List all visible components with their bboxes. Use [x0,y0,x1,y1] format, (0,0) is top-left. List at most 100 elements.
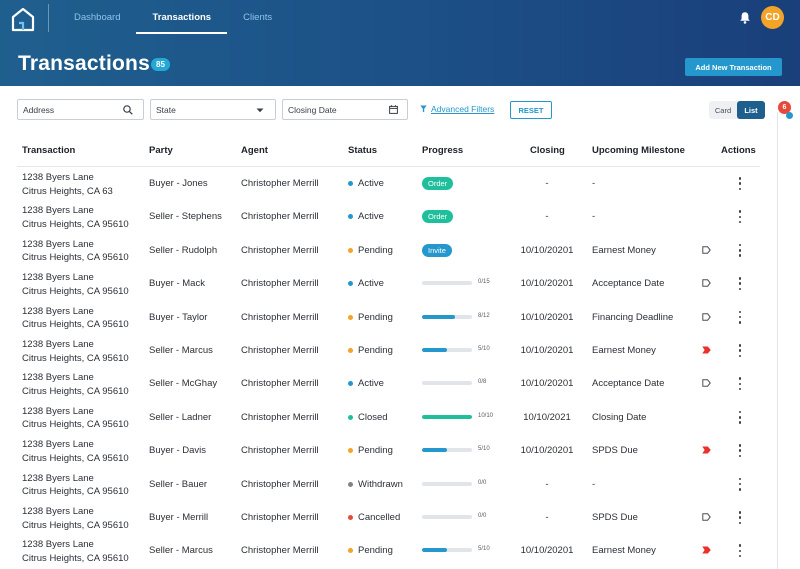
table-row[interactable]: 1238 Byers Lane Citrus Heights, CA 95610 S… [0,200,770,233]
status-cell: Closed [348,412,388,423]
milestone-flag-outline-icon[interactable] [702,513,711,521]
row-actions-kebab-icon[interactable] [738,511,742,524]
progress-pill[interactable]: Order [422,177,454,190]
transaction-address[interactable]: 1238 Byers Lane Citrus Heights, CA 95610 [22,204,129,231]
table-row[interactable]: 1238 Byers Lane Citrus Heights, CA 95610 S… [0,534,770,567]
transaction-address[interactable]: 1238 Byers Lane Citrus Heights, CA 95610 [22,271,129,298]
closing-date: 10/10/20201 [520,445,574,457]
milestone-flag-outline-icon[interactable] [702,246,711,254]
status-dot [348,448,353,454]
progress-pill[interactable]: Invite [422,243,452,257]
table-row[interactable]: 1238 Byers Lane Citrus Heights, CA 95610 S… [0,468,770,501]
table-row[interactable]: 1238 Byers Lane Citrus Heights, CA 95610 B… [0,267,770,300]
closing-date: - [545,478,549,490]
progress-bar [422,448,472,453]
row-actions-kebab-icon[interactable] [738,177,742,190]
agent-cell: Christopher Merrill [241,378,319,390]
transaction-address[interactable]: 1238 Byers Lane Citrus Heights, CA 95610 [22,405,129,432]
advanced-filters-link[interactable]: Advanced Filters [420,104,494,114]
milestone-flag-outline-icon[interactable] [702,279,711,287]
address-search-input[interactable]: Address [17,99,144,120]
reset-button[interactable]: RESET [510,101,552,119]
status-cell: Pending [348,312,393,323]
transaction-address[interactable]: 1238 Byers Lane Citrus Heights, CA 95610 [22,338,129,365]
transaction-address[interactable]: 1238 Byers Lane Citrus Heights, CA 95610 [22,305,129,332]
nav-tab-clients[interactable]: Clients [243,12,273,23]
column-header-status[interactable]: Status [348,145,378,156]
table-row[interactable]: 1238 Byers Lane Citrus Heights, CA 95610 B… [0,501,770,534]
status-cell: Pending [348,245,393,256]
column-header-closing[interactable]: Closing [530,145,565,156]
bell-icon[interactable] [739,11,751,24]
progress-pill[interactable]: Order [422,210,454,224]
milestone-flag-outline-icon[interactable] [702,312,711,321]
state-select[interactable]: State [150,99,276,120]
view-list-button[interactable]: List [737,101,765,119]
add-new-transaction-button[interactable]: Add New Transaction [685,58,782,76]
house-logo-icon[interactable] [10,6,36,32]
row-actions-kebab-icon[interactable] [738,243,742,257]
milestone-cell: - [592,211,596,223]
column-header-agent[interactable]: Agent [241,145,268,156]
row-actions-kebab-icon[interactable] [738,444,742,458]
milestone-flag-alert-icon[interactable] [702,546,711,554]
transaction-address[interactable]: 1238 Byers Lane Citrus Heights, CA 95610 [22,438,129,465]
transaction-address[interactable]: 1238 Byers Lane Citrus Heights, CA 95610 [22,371,129,398]
table-row[interactable]: 1238 Byers Lane Citrus Heights, CA 95610 B… [0,301,770,334]
milestone-cell: SPDS Due [592,512,638,523]
column-header-transaction[interactable]: Transaction [22,145,76,156]
progress-bar-fill [422,448,447,453]
table-row[interactable]: 1238 Byers Lane Citrus Heights, CA 95610 S… [0,234,770,267]
column-header-progress[interactable]: Progress [422,145,464,156]
milestone-cell: Acceptance Date [592,278,665,290]
progress-bar-fill [422,414,472,419]
address-line-1: 1238 Byers Lane [22,305,94,317]
progress-count: 0/8 [478,379,487,386]
milestone-flag-outline-icon[interactable] [702,379,711,388]
view-card-button[interactable]: Card [714,105,732,115]
closing-date: - [545,178,549,189]
milestone-flag-alert-icon[interactable] [702,346,711,354]
closing-date-label: Closing Date [288,104,337,115]
row-actions-kebab-icon[interactable] [738,277,742,291]
row-actions-kebab-icon[interactable] [738,377,742,391]
table-row[interactable]: 1238 Byers Lane Citrus Heights, CA 95610 S… [0,401,770,434]
row-actions-kebab-icon[interactable] [738,544,742,558]
address-line-1: 1238 Byers Lane [22,506,94,517]
nav-tab-transactions[interactable]: Transactions [136,0,227,34]
table-row[interactable]: 1238 Byers Lane Citrus Heights, CA 95610 S… [0,367,770,400]
address-line-1: 1238 Byers Lane [22,472,94,484]
transaction-address[interactable]: 1238 Byers Lane Citrus Heights, CA 95610 [22,538,129,565]
row-actions-kebab-icon[interactable] [738,410,742,424]
table-row[interactable]: 1238 Byers Lane Citrus Heights, CA 95610 S… [0,334,770,367]
row-actions-kebab-icon[interactable] [738,310,742,324]
transaction-address[interactable]: 1238 Byers Lane Citrus Heights, CA 95610 [22,472,129,499]
column-header-party[interactable]: Party [149,145,173,156]
notification-count-badge[interactable]: 6 [778,101,791,114]
agent-cell: Christopher Merrill [241,178,319,189]
row-actions-kebab-icon[interactable] [738,477,742,491]
nav-tab-dashboard[interactable]: Dashboard [74,12,121,23]
closing-date: - [545,211,549,223]
transaction-address[interactable]: 1238 Byers Lane Citrus Heights, CA 63 [22,171,113,198]
progress-bar [422,515,472,519]
agent-cell: Christopher Merrill [241,411,319,423]
milestone-cell: Financing Deadline [592,311,674,323]
address-line-1: 1238 Byers Lane [22,272,94,284]
table-row[interactable]: 1238 Byers Lane Citrus Heights, CA 95610 B… [0,434,770,467]
table-row[interactable]: 1238 Byers Lane Citrus Heights, CA 63 Buye… [0,167,770,200]
progress-bar [422,548,472,553]
column-header-upcoming-milestone[interactable]: Upcoming Milestone [592,145,685,156]
chevron-down-icon [256,108,264,113]
closing-date-picker[interactable]: Closing Date [282,99,408,120]
transaction-address[interactable]: 1238 Byers Lane Citrus Heights, CA 95610 [22,238,129,265]
transaction-address[interactable]: 1238 Byers Lane Citrus Heights, CA 95610 [22,505,129,532]
row-actions-kebab-icon[interactable] [738,210,742,224]
milestone-flag-alert-icon[interactable] [702,446,711,454]
user-avatar[interactable]: CD [761,6,784,29]
status-dot [348,348,353,353]
milestone-cell: - [592,178,596,189]
status-dot [348,281,353,287]
status-cell: Withdrawn [348,479,403,490]
row-actions-kebab-icon[interactable] [738,344,742,357]
